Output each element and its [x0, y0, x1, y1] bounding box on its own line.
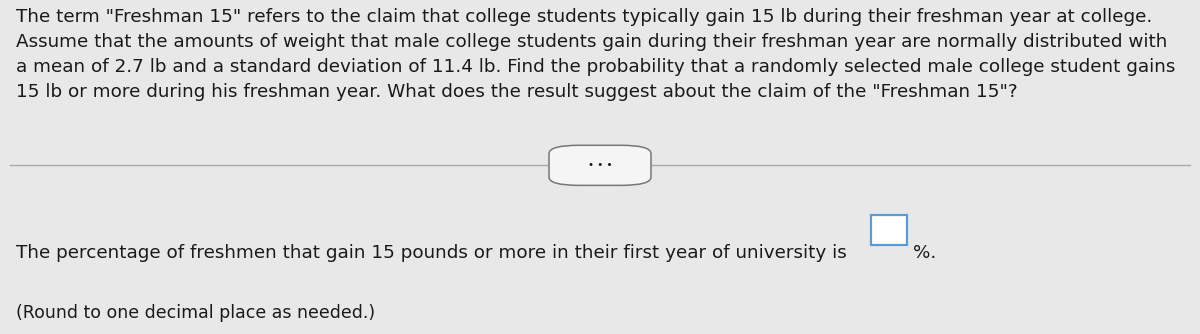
- Text: • • •: • • •: [588, 160, 612, 170]
- Text: The percentage of freshmen that gain 15 pounds or more in their first year of un: The percentage of freshmen that gain 15 …: [16, 244, 852, 262]
- Text: (Round to one decimal place as needed.): (Round to one decimal place as needed.): [16, 304, 374, 322]
- FancyBboxPatch shape: [550, 145, 650, 185]
- FancyBboxPatch shape: [871, 215, 907, 245]
- Text: %.: %.: [913, 244, 936, 262]
- Text: The term "Freshman 15" refers to the claim that college students typically gain : The term "Freshman 15" refers to the cla…: [16, 8, 1175, 101]
